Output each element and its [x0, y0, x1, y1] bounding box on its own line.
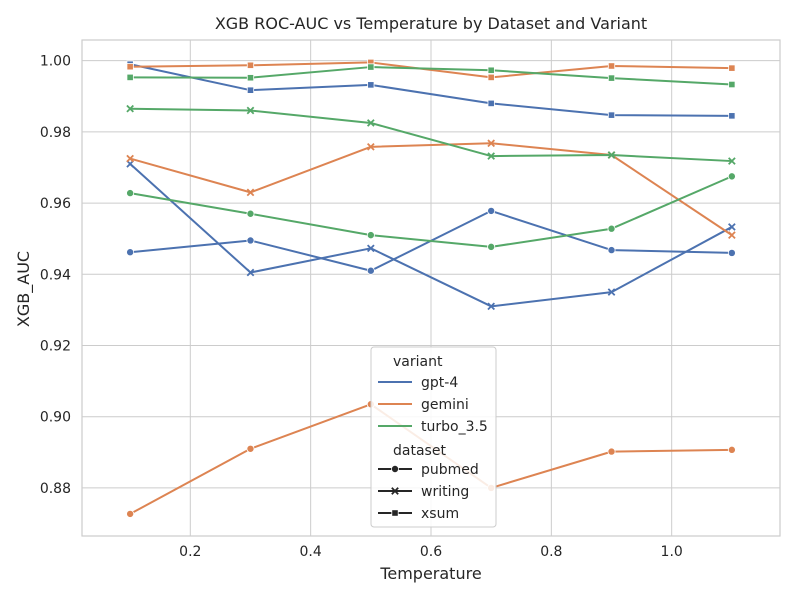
series-line [130, 66, 732, 86]
x-tick-label: 1.0 [661, 544, 683, 560]
data-point [487, 73, 495, 81]
data-point [487, 139, 496, 148]
data-point [607, 111, 616, 119]
data-point [366, 231, 375, 240]
x-axis-title: Temperature [379, 564, 481, 583]
y-tick-label: 0.96 [40, 196, 71, 212]
y-tick-label: 0.90 [40, 410, 71, 426]
y-tick-label: 0.92 [40, 339, 71, 355]
data-point [246, 236, 255, 245]
data-point [366, 142, 375, 151]
data-point [246, 106, 255, 115]
y-tick-label: 1.00 [40, 54, 71, 70]
data-point [487, 242, 496, 251]
data-point [607, 151, 616, 159]
data-point [246, 188, 255, 197]
legend-marker-pubmed [390, 464, 399, 473]
series-gemini-xsum [126, 58, 736, 81]
legend-label-writing: writing [421, 484, 469, 500]
legend-dataset-title: dataset [393, 443, 446, 459]
data-point [126, 104, 134, 113]
series-turbo_3.5-xsum [126, 63, 736, 89]
y-tick-label: 0.94 [40, 267, 71, 283]
data-point [728, 223, 736, 231]
legend-label-turbo_3.5: turbo_3.5 [421, 419, 488, 435]
data-point [607, 224, 616, 233]
legend-label-gpt-4: gpt-4 [421, 375, 458, 391]
data-point [246, 61, 255, 69]
data-point [126, 189, 135, 198]
x-tick-label: 0.4 [300, 544, 322, 560]
data-point [246, 444, 255, 453]
legend-variant-title: variant [393, 354, 443, 370]
data-point [487, 302, 496, 311]
grid-lines [82, 40, 780, 536]
data-point [727, 445, 736, 454]
data-point [367, 63, 375, 71]
data-point [126, 73, 134, 81]
data-point [487, 206, 496, 215]
data-point [366, 244, 375, 253]
data-point [487, 66, 495, 74]
legend-marker-xsum [391, 509, 399, 517]
data-point [728, 231, 736, 239]
data-point [126, 63, 134, 71]
legend-marker-writing [391, 487, 399, 495]
series-line [129, 163, 733, 308]
data-point [728, 80, 736, 89]
data-point [366, 266, 375, 275]
legend-label-pubmed: pubmed [421, 462, 479, 478]
data-point [728, 157, 736, 165]
data-point [607, 447, 616, 456]
tick-labels: 0.2 0.4 0.6 0.8 1.0 0.88 0.90 0.92 0.94 0.96 0.98 1… [40, 54, 683, 560]
data-point [607, 246, 616, 255]
y-axis-title: XGB_AUC [14, 251, 34, 327]
data-point [366, 119, 375, 127]
legend-label-gemini: gemini [421, 397, 469, 413]
data-point [607, 62, 616, 70]
plot-frame [81, 39, 781, 537]
data-point [367, 81, 375, 89]
data-point [728, 64, 736, 72]
y-tick-label: 0.98 [40, 125, 71, 141]
data-point [727, 172, 736, 181]
data-point [607, 74, 616, 82]
data-point [487, 152, 496, 160]
data-point [727, 248, 736, 257]
data-point [246, 268, 255, 277]
data-point [607, 288, 616, 296]
x-tick-label: 0.6 [420, 544, 442, 560]
series-gpt-4-writing [126, 160, 736, 311]
series-line [129, 175, 733, 248]
legend-frame [370, 346, 497, 528]
series-line [130, 61, 732, 79]
data-point [246, 74, 255, 82]
data-point [728, 112, 736, 120]
data-point [126, 154, 134, 163]
legend: variant dataset gpt-4 gemini turbo_3.5pubm… [370, 346, 497, 528]
data-point [126, 509, 135, 518]
chart-title: XGB ROC-AUC vs Temperature by Dataset an… [215, 14, 647, 33]
series-line [130, 107, 732, 163]
data-point [126, 248, 135, 257]
y-tick-label: 0.88 [40, 481, 71, 497]
series-turbo_3.5-writing [126, 104, 736, 165]
series-line [129, 142, 733, 236]
legend-label-xsum: xsum [421, 506, 459, 522]
x-tick-label: 0.8 [540, 544, 562, 560]
series-line [129, 63, 732, 117]
series-turbo_3.5-pubmed [126, 172, 736, 251]
x-tick-label: 0.2 [179, 544, 201, 560]
data-point [246, 209, 255, 218]
data-point [487, 99, 495, 107]
data-point [246, 86, 255, 94]
